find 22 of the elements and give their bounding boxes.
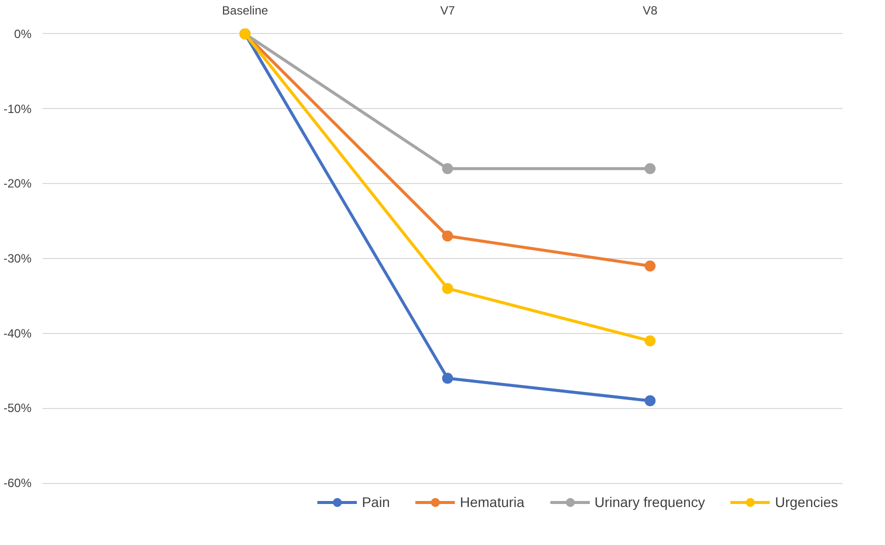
- x-tick-label: V8: [642, 4, 658, 18]
- point: [644, 395, 656, 406]
- y-tick-label: -40%: [3, 326, 32, 340]
- x-tick-label: Baseline: [222, 4, 268, 18]
- y-tick-label: -60%: [3, 476, 32, 490]
- legend-label: Hematuria: [460, 494, 524, 510]
- point: [644, 260, 656, 272]
- y-tick-label: -50%: [3, 401, 32, 416]
- legend-label: Urinary frequency: [594, 494, 705, 510]
- point: [442, 372, 454, 384]
- y-tick-label: -10%: [3, 102, 32, 116]
- legend-label: Pain: [362, 494, 390, 510]
- y-tick-label: -20%: [3, 176, 32, 191]
- y-tick-label: 0%: [14, 26, 32, 41]
- point: [644, 335, 656, 346]
- point: [442, 282, 454, 294]
- point: [442, 230, 454, 242]
- y-tick-label: -30%: [3, 252, 32, 266]
- x-tick-label: V7: [440, 4, 456, 18]
- legend-label: Urgencies: [774, 494, 838, 510]
- point: [644, 163, 656, 174]
- point: [442, 163, 454, 174]
